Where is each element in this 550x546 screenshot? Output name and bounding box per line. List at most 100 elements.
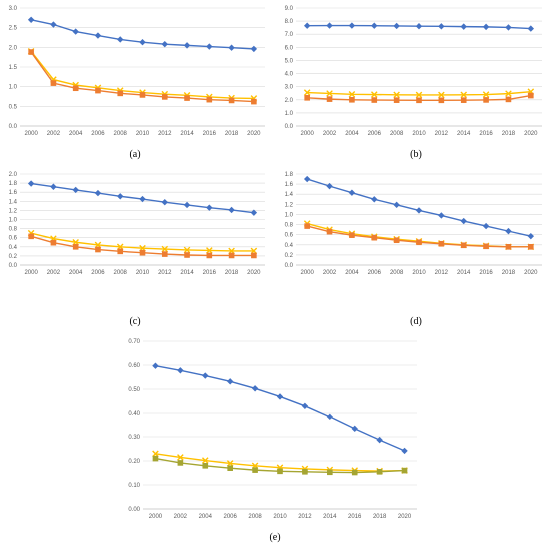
chart-panel-b: 0.0 1.0 2.0 3.0 4.0 5.0 6.0 7.0 8.0 9.0 2000 2002 20… (285, 6, 542, 160)
x-tick-label: 2016 (348, 514, 362, 520)
data-point-2 (304, 95, 310, 101)
y-tick-label: 8.0 (285, 19, 294, 25)
y-tick-label: 0.0 (9, 124, 18, 130)
data-point-2 (349, 232, 355, 238)
x-tick-label: 2020 (524, 270, 538, 276)
y-tick-label: 1.4 (285, 192, 294, 198)
x-tick-label: 2016 (203, 270, 217, 276)
data-point-0 (184, 202, 190, 208)
data-point-0 (302, 403, 308, 409)
x-tick-label: 2004 (69, 131, 83, 137)
data-point-2 (51, 240, 57, 246)
data-point-2 (349, 97, 355, 103)
data-point-0 (326, 22, 332, 28)
x-tick-label: 2010 (136, 270, 150, 276)
data-point-0 (117, 36, 123, 42)
series-line-1 (31, 51, 254, 98)
data-point-0 (162, 199, 168, 205)
x-tick-label: 2006 (368, 131, 382, 137)
data-point-0 (401, 448, 407, 454)
data-point-0 (28, 180, 34, 186)
data-point-0 (304, 23, 310, 29)
x-tick-label: 2018 (373, 514, 387, 520)
data-point-2 (51, 80, 57, 86)
data-point-2 (95, 247, 101, 253)
data-point-2 (207, 253, 213, 259)
x-tick-label: 2012 (435, 270, 449, 276)
x-tick-label: 2006 (91, 270, 105, 276)
x-tick-label: 2000 (149, 514, 163, 520)
data-point-2 (302, 469, 308, 475)
y-tick-label: 0.0 (9, 263, 18, 269)
x-tick-label: 2004 (69, 270, 83, 276)
data-point-2 (402, 468, 408, 474)
data-point-2 (483, 243, 489, 249)
y-tick-label: 0.10 (128, 483, 140, 489)
x-tick-label: 2020 (247, 131, 261, 137)
data-point-0 (528, 25, 534, 31)
data-point-2 (229, 98, 235, 104)
x-tick-label: 2008 (390, 131, 404, 137)
x-tick-label: 2014 (457, 131, 471, 137)
data-point-0 (139, 39, 145, 45)
data-point-2 (207, 97, 213, 103)
data-point-0 (72, 28, 78, 34)
panel-label: (b) (410, 149, 422, 160)
y-tick-label: 0.70 (128, 339, 140, 345)
y-tick-label: 0.4 (9, 245, 18, 251)
x-tick-label: 2018 (225, 270, 239, 276)
data-point-2 (327, 469, 333, 475)
x-tick-label: 2014 (180, 270, 194, 276)
data-point-2 (73, 85, 79, 91)
data-point-0 (438, 23, 444, 29)
x-tick-label: 2008 (114, 270, 128, 276)
y-tick-label: 1.8 (9, 181, 18, 187)
x-tick-label: 2006 (368, 270, 382, 276)
panel-label: (c) (129, 316, 140, 327)
data-point-2 (184, 95, 190, 101)
data-point-2 (371, 235, 377, 241)
x-tick-label: 2008 (390, 270, 404, 276)
data-point-0 (483, 24, 489, 30)
y-tick-label: 0.40 (128, 411, 140, 417)
data-point-2 (327, 229, 333, 235)
data-point-2 (184, 252, 190, 258)
x-tick-label: 2016 (479, 270, 493, 276)
data-point-0 (95, 190, 101, 196)
y-tick-label: 0.60 (128, 363, 140, 369)
data-point-2 (352, 470, 358, 476)
x-tick-label: 2006 (224, 514, 238, 520)
data-point-0 (371, 23, 377, 29)
data-point-0 (227, 378, 233, 384)
x-tick-label: 2002 (323, 131, 337, 137)
chart-panel-d: 0.0 0.2 0.4 0.6 0.8 1.0 1.2 1.4 1.6 1.8 2000 2002 20… (285, 172, 542, 327)
y-tick-label: 1.2 (285, 202, 294, 208)
x-tick-label: 2002 (174, 514, 188, 520)
data-point-0 (95, 32, 101, 38)
data-point-2 (227, 465, 233, 471)
x-tick-label: 2010 (273, 514, 287, 520)
data-point-0 (28, 17, 34, 23)
y-tick-label: 0.6 (285, 233, 294, 239)
x-tick-label: 2006 (91, 131, 105, 137)
y-tick-label: 5.0 (285, 58, 294, 64)
x-tick-label: 2004 (199, 514, 213, 520)
data-point-0 (277, 393, 283, 399)
data-point-0 (206, 43, 212, 49)
x-tick-label: 2000 (24, 131, 38, 137)
data-point-0 (50, 184, 56, 190)
series-line-0 (155, 366, 404, 451)
data-point-0 (349, 190, 355, 196)
y-tick-label: 1.2 (9, 208, 18, 214)
data-point-2 (528, 93, 534, 99)
data-point-2 (95, 88, 101, 94)
y-tick-label: 1.0 (285, 212, 294, 218)
data-point-0 (352, 426, 358, 432)
y-tick-label: 0.0 (285, 124, 294, 130)
x-tick-label: 2002 (47, 131, 61, 137)
x-tick-label: 2012 (158, 270, 172, 276)
y-tick-label: 0.8 (285, 223, 294, 229)
data-point-2 (117, 249, 123, 255)
data-point-2 (117, 91, 123, 97)
y-tick-label: 6.0 (285, 45, 294, 51)
